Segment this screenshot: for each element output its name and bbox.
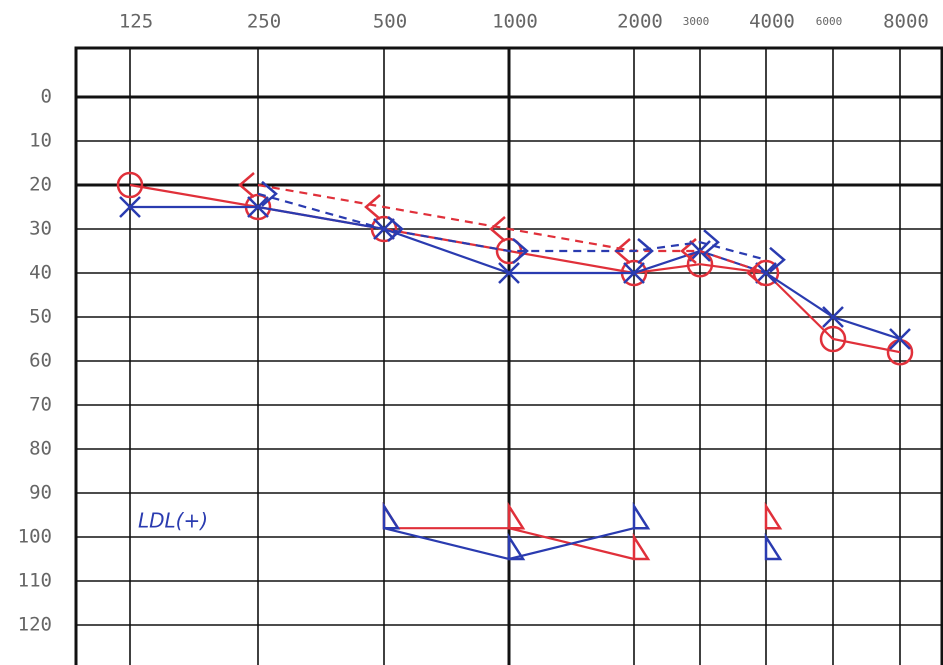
data-point <box>704 230 718 254</box>
chart: LDL(+) 125250500100020003000400060008000… <box>0 0 943 665</box>
marker-part <box>704 230 718 254</box>
annotation: LDL(+) <box>138 509 208 533</box>
marker-part <box>366 195 380 219</box>
data-point <box>509 537 523 559</box>
y-tick-label: 10 <box>29 130 52 152</box>
x-tick-label: 4000 <box>749 11 795 33</box>
y-tick-label: 80 <box>29 438 52 460</box>
x-tick-label: 6000 <box>816 15 843 28</box>
x-tick-label: 125 <box>119 11 153 33</box>
x-tick-label: 3000 <box>683 15 710 28</box>
marker-part <box>634 537 648 559</box>
y-tick-label: 110 <box>18 570 52 592</box>
y-tick-label: 40 <box>29 262 52 284</box>
marker-part <box>766 506 780 528</box>
data-point <box>766 506 780 528</box>
marker-part <box>509 506 523 528</box>
data-point <box>634 537 648 559</box>
x-tick-label: 500 <box>373 11 407 33</box>
data-point <box>366 195 380 219</box>
data-point <box>634 506 648 528</box>
series-line <box>384 528 766 559</box>
y-tick-label: 120 <box>18 614 52 636</box>
y-tick-label: 50 <box>29 306 52 328</box>
x-tick-label: 250 <box>247 11 281 33</box>
marker-part <box>509 537 523 559</box>
page: {"chart_data": { "type": "line", "catego… <box>0 0 943 665</box>
marker-part <box>384 506 398 528</box>
y-tick-label: 100 <box>18 526 52 548</box>
data-point <box>766 537 780 559</box>
data-point <box>509 506 523 528</box>
y-tick-label: 90 <box>29 482 52 504</box>
y-tick-label: 70 <box>29 394 52 416</box>
y-tick-label: 20 <box>29 174 52 196</box>
y-tick-label: 30 <box>29 218 52 240</box>
data-point <box>384 506 398 528</box>
y-tick-label: 60 <box>29 350 52 372</box>
x-tick-label: 2000 <box>617 11 663 33</box>
x-tick-label: 8000 <box>883 11 929 33</box>
marker-part <box>766 537 780 559</box>
x-tick-label: 1000 <box>492 11 538 33</box>
marker-part <box>634 506 648 528</box>
y-tick-label: 0 <box>41 86 52 108</box>
